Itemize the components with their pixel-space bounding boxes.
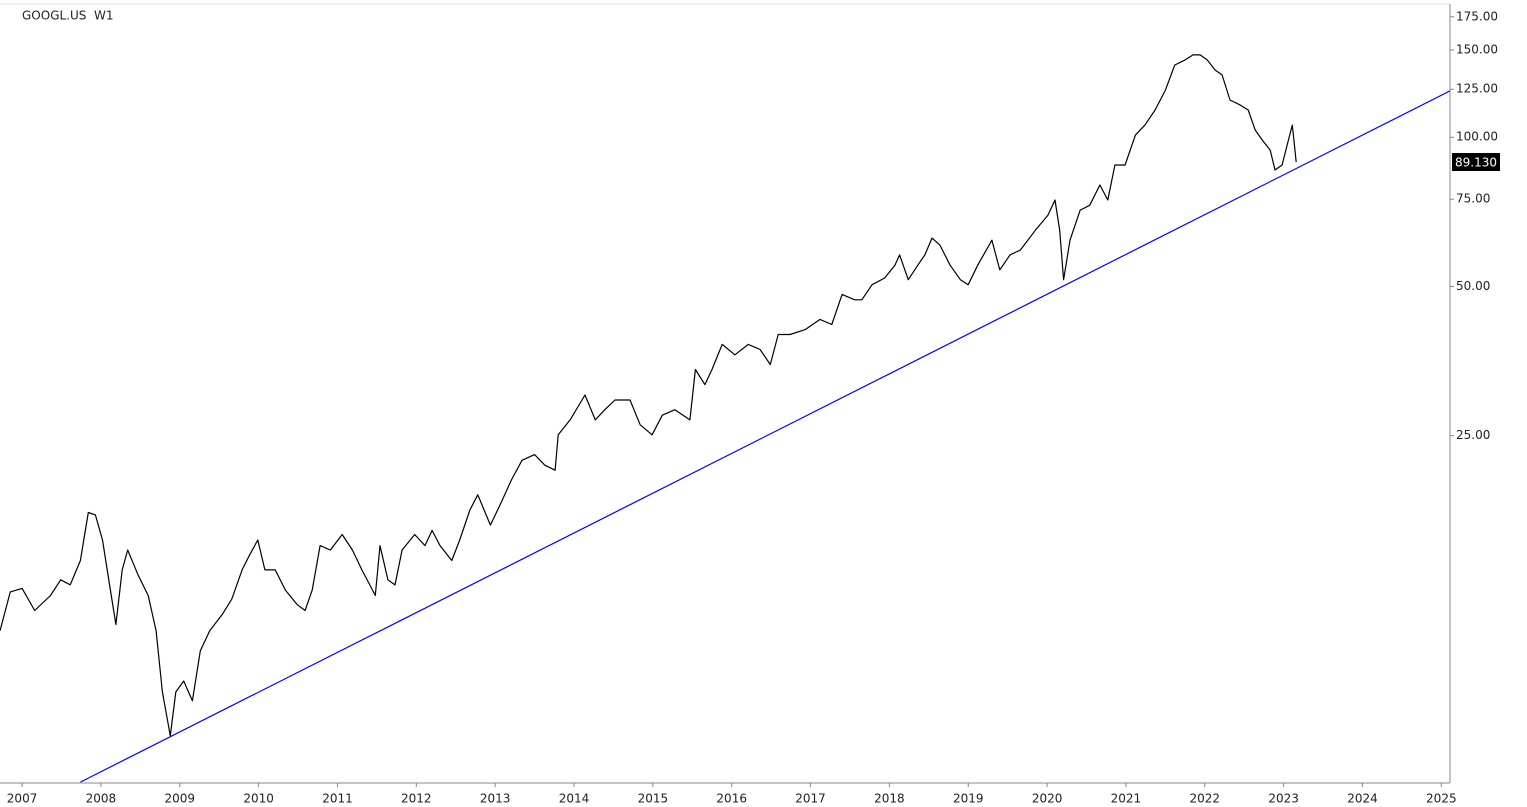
x-tick-label: 2009 [164,792,195,806]
y-tick-label: 175.00 [1456,9,1498,23]
x-tick-label: 2025 [1426,792,1457,806]
x-tick-label: 2017 [795,792,826,806]
trendline [80,90,1451,783]
y-tick-label: 100.00 [1456,130,1498,144]
last-value-label: 89.130 [1455,156,1497,170]
x-tick-label: 2020 [1032,792,1063,806]
x-tick-label: 2021 [1111,792,1142,806]
x-tick-label: 2015 [638,792,669,806]
y-tick-label: 125.00 [1456,82,1498,96]
x-tick-label: 2010 [243,792,274,806]
last-value-box [1452,153,1500,172]
x-tick-label: 2012 [401,792,432,806]
y-tick-label: 75.00 [1456,192,1490,206]
chart-title: GOOGL.US W1 [22,9,114,23]
x-tick-label: 2008 [86,792,117,806]
x-tick-label: 2014 [559,792,590,806]
x-tick-label: 2018 [874,792,905,806]
y-tick-label: 50.00 [1456,279,1490,293]
x-tick-label: 2019 [953,792,984,806]
price-line [0,54,1297,737]
y-tick-label: 150.00 [1456,42,1498,56]
x-tick-label: 2013 [480,792,511,806]
x-tick-label: 2022 [1190,792,1221,806]
y-tick-label: 25.00 [1456,428,1490,442]
x-tick-label: 2011 [322,792,353,806]
x-tick-label: 2016 [716,792,747,806]
x-tick-label: 2023 [1268,792,1299,806]
x-tick-label: 2007 [7,792,38,806]
x-tick-label: 2024 [1347,792,1378,806]
